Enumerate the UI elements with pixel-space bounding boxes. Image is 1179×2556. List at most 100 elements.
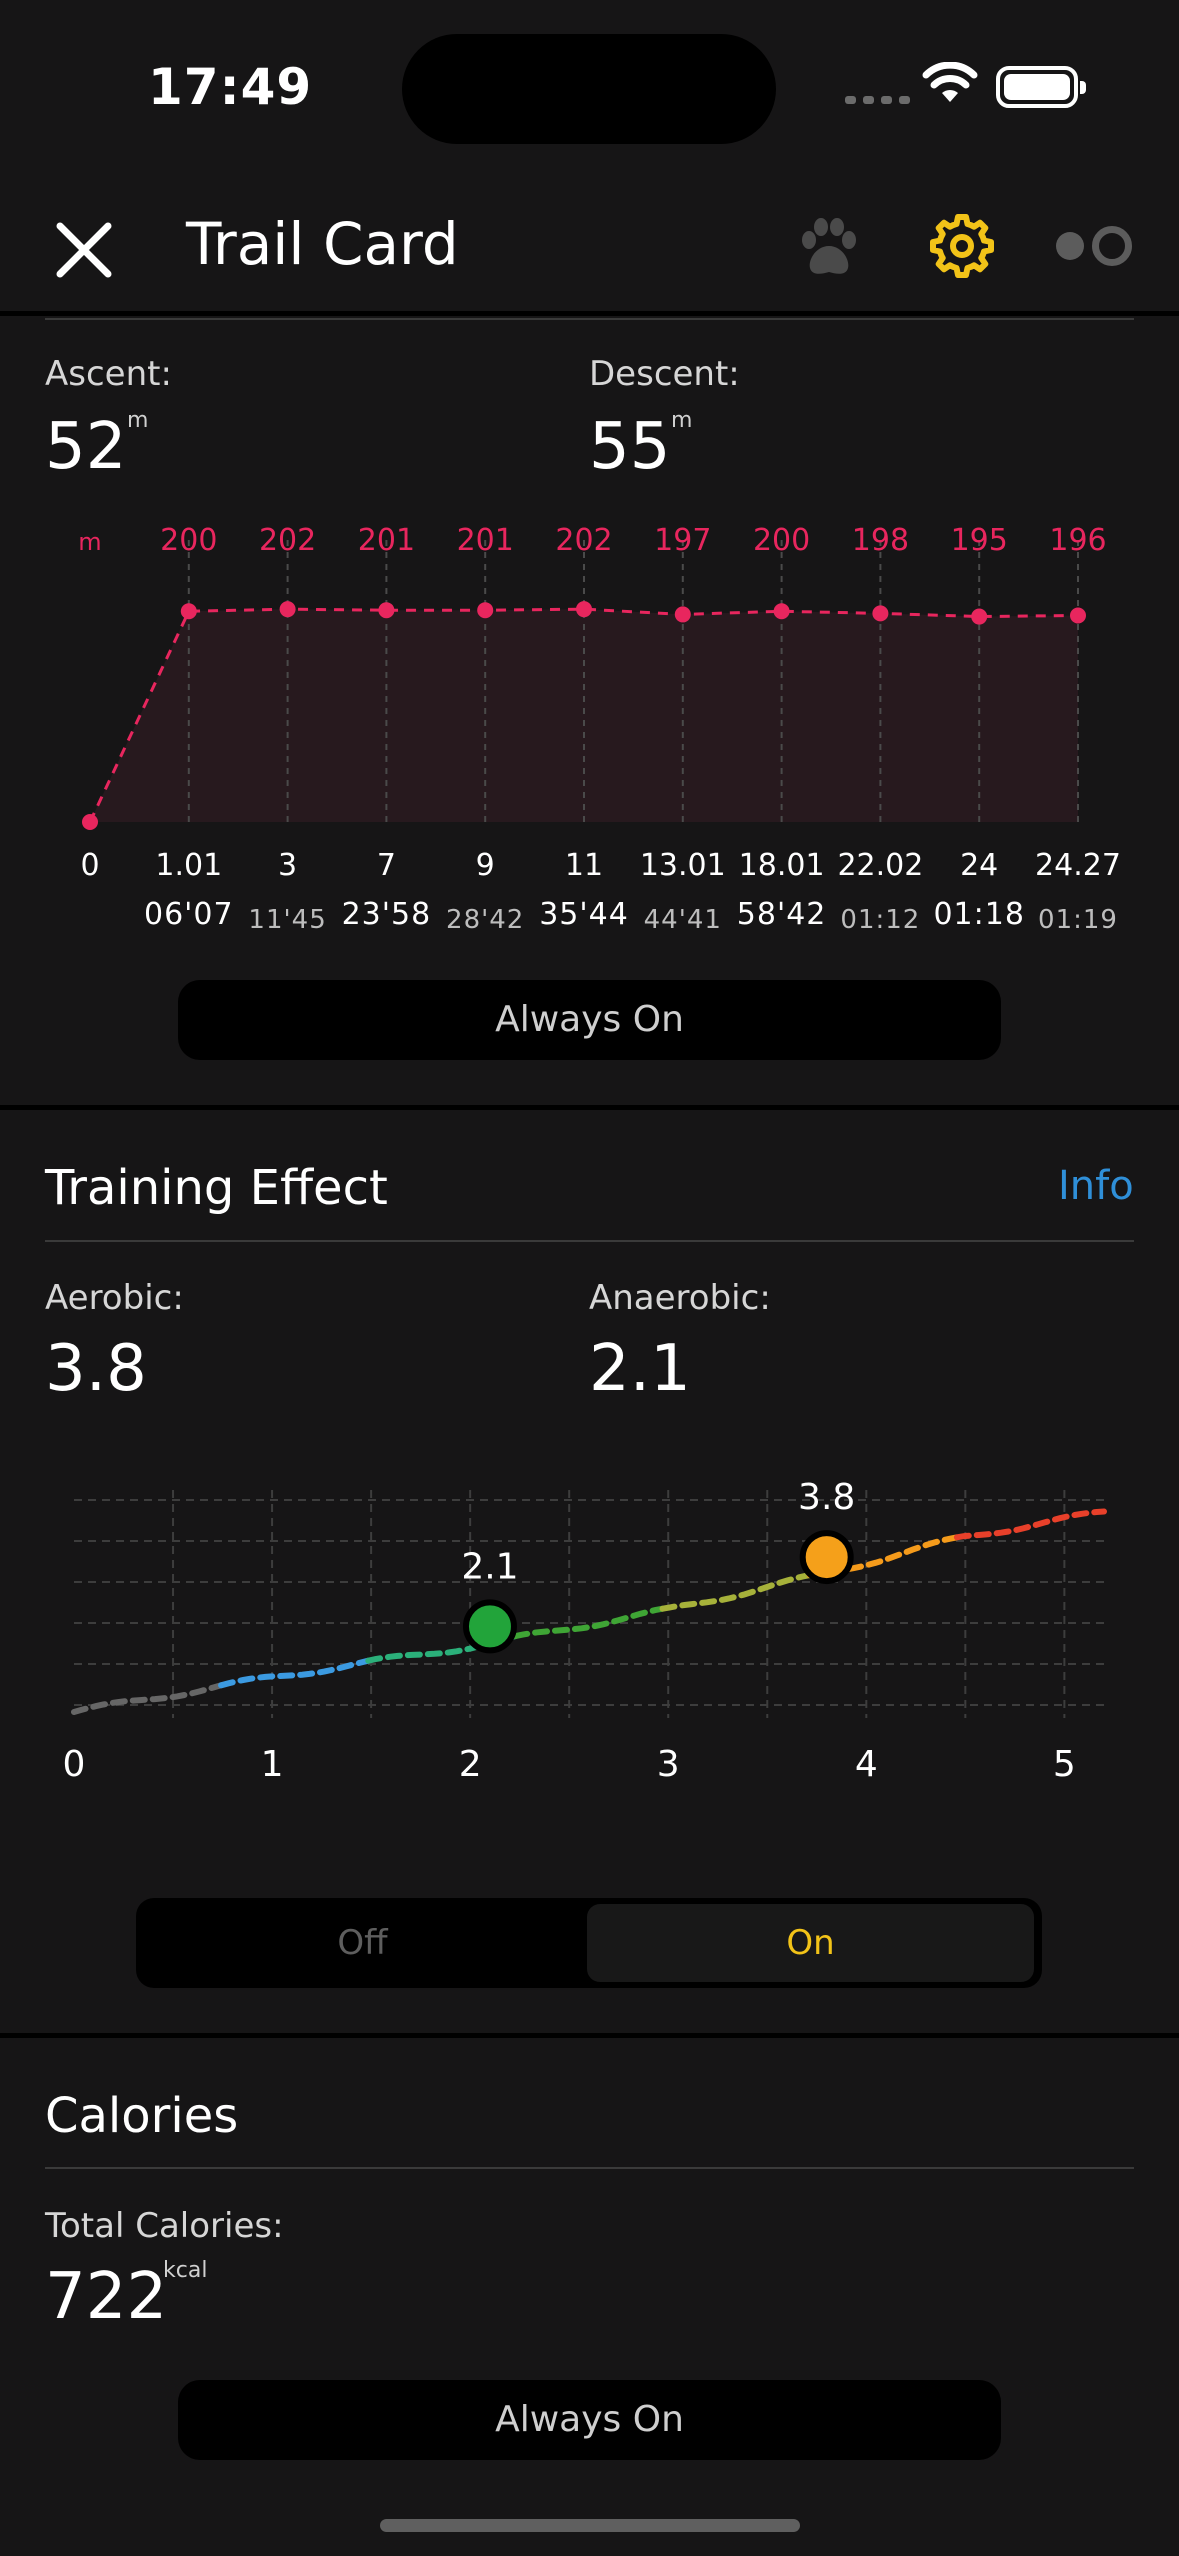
te-marker-label: 2.1 [461,1546,518,1587]
elevation-point [279,601,296,618]
elevation-time-label: 44'41 [644,905,722,935]
elevation-time-label: 58'42 [737,897,827,932]
calories-title: Calories [45,2088,239,2144]
total-calories-value: 722 [45,2260,168,2334]
dynamic-island [402,34,776,144]
training-effect-chart: 2.1 3.8 0 1 2 3 4 5 [63,1477,1107,1785]
anaerobic-label: Anaerobic: [589,1278,771,1318]
te-curve-segment [953,1508,1107,1541]
aerobic-value: 3.8 [45,1332,147,1406]
divider [45,2167,1134,2169]
elevation-chart: m 200 202 201 201 202 197 200 198 195 196 0 1.01 06'0… [78,523,1121,935]
descent-value: 55 [589,410,671,484]
divider [45,1240,1134,1242]
elevation-distance-label: 24.27 [1035,848,1121,883]
calories-unit: kcal [163,2258,208,2283]
elevation-value-label: 201 [358,523,415,558]
ascent-unit: m [127,408,149,433]
elevation-distance-label: 22.02 [837,848,923,883]
battery-icon [996,66,1086,108]
divider [45,318,1134,320]
te-x-tick-label: 1 [261,1744,284,1785]
elevation-time-label: 28'42 [446,905,524,935]
te-curve-segment [71,1682,225,1715]
elevation-distance-label: 13.01 [640,848,726,883]
paw-icon[interactable] [796,216,862,280]
elevation-point [576,601,592,618]
elevation-value-label: 200 [160,523,217,558]
always-on-button[interactable]: Always On [178,980,1001,1060]
status-time: 17:49 [148,58,313,116]
elevation-unit-label: m [78,528,101,556]
te-curve-segment [659,1572,813,1612]
elevation-area [90,609,1078,822]
divider [0,1105,1179,1110]
elevation-time-label: 01:18 [933,897,1024,932]
elevation-time-label: 23'58 [342,897,432,932]
elevation-point [1070,607,1086,624]
elevation-point [773,603,790,620]
elevation-time-label: 11'45 [248,905,326,935]
elevation-point [477,602,494,619]
display-toggle-icon[interactable] [1056,226,1132,266]
te-curve-segment [218,1657,372,1689]
elevation-line [88,607,1079,823]
elevation-point [180,603,197,620]
elevation-time-label: 01:19 [1038,905,1118,935]
elevation-point [872,605,889,622]
training-effect-title: Training Effect [45,1160,388,1216]
te-x-tick-label: 0 [63,1744,86,1785]
elevation-value-label: 197 [654,523,711,558]
te-x-tick-label: 4 [855,1744,878,1785]
te-marker-label: 3.8 [798,1477,855,1518]
anaerobic-value: 2.1 [589,1332,691,1406]
elevation-distance-label: 9 [476,848,495,883]
nav-bar: Trail Card [0,170,1179,312]
page-title: Trail Card [186,210,459,278]
te-x-tick-label: 2 [459,1744,482,1785]
elevation-value-label: 201 [457,523,514,558]
segment-on[interactable]: On [587,1904,1034,1982]
gear-icon[interactable] [929,213,995,279]
te-x-tick-label: 5 [1053,1744,1076,1785]
elevation-time-label: 06'07 [144,897,234,932]
elevation-time-label: 01:12 [840,905,920,935]
elevation-distance-label: 18.01 [739,848,825,883]
close-icon[interactable] [52,218,116,282]
elevation-distance-label: 3 [278,848,297,883]
elevation-distance-label: 7 [377,848,396,883]
segment-off[interactable]: Off [337,1923,388,1963]
total-calories-label: Total Calories: [45,2206,284,2246]
descent-label: Descent: [589,354,740,394]
elevation-value-label: 200 [753,523,810,558]
elevation-value-label: 202 [555,523,612,558]
elevation-distance-label: 24 [960,848,998,883]
training-effect-toggle: Off On [136,1898,1042,1988]
elevation-distance-label: 11 [565,848,603,883]
te-x-tick-label: 3 [657,1744,680,1785]
te-marker [799,1530,854,1585]
elevation-distance-label: 1.01 [155,848,222,883]
elevation-point [971,608,988,625]
elevation-time-label: 35'44 [539,897,629,932]
status-bar: 17:49 [0,0,1179,170]
ascent-value: 52 [45,410,127,484]
elevation-distance-label: 0 [80,848,99,883]
elevation-point [674,606,691,623]
elevation-value-label: 196 [1049,523,1106,558]
always-on-button[interactable]: Always On [178,2380,1001,2460]
elevation-value-label: 198 [852,523,909,558]
wifi-icon [922,62,978,102]
divider [0,311,1179,316]
te-marker [462,1599,517,1654]
aerobic-label: Aerobic: [45,1278,184,1318]
elevation-value-label: 202 [259,523,316,558]
ascent-label: Ascent: [45,354,172,394]
elevation-value-label: 195 [951,523,1008,558]
info-link[interactable]: Info [1058,1163,1134,1209]
home-indicator[interactable] [380,2519,800,2532]
divider [0,2033,1179,2038]
te-curve-segment [512,1605,666,1640]
elevation-point [82,814,98,830]
cellular-signal-icon [845,96,910,104]
